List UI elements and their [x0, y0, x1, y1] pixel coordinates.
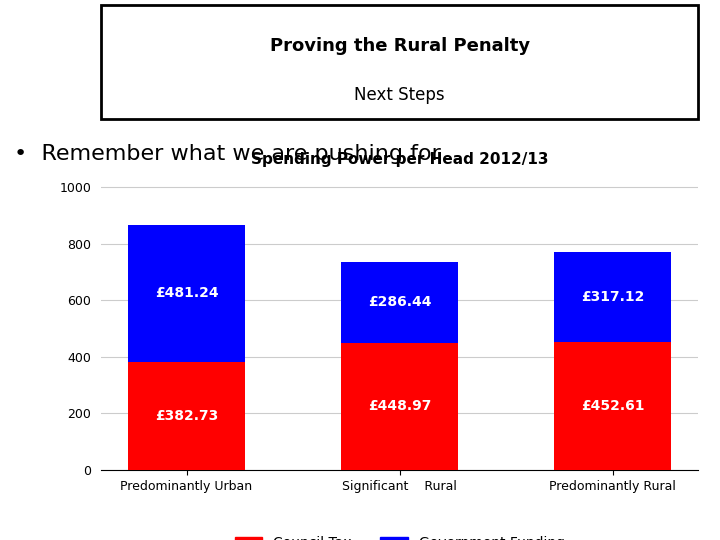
Bar — [554, 252, 671, 342]
Text: £317.12: £317.12 — [581, 290, 644, 304]
Bar — [128, 225, 245, 362]
Text: £286.44: £286.44 — [368, 295, 431, 309]
Text: Next Steps: Next Steps — [354, 85, 445, 104]
Text: £382.73: £382.73 — [155, 409, 218, 423]
Text: Proving the Rural Penalty: Proving the Rural Penalty — [269, 37, 530, 55]
Title: Spending Power per Head 2012/13: Spending Power per Head 2012/13 — [251, 152, 549, 167]
Bar — [341, 262, 458, 343]
Legend: Council Tax, Government Funding: Council Tax, Government Funding — [229, 530, 570, 540]
Text: £452.61: £452.61 — [581, 399, 644, 413]
Text: £448.97: £448.97 — [368, 399, 431, 413]
Bar — [341, 343, 458, 470]
Bar — [554, 342, 671, 470]
Text: •  Remember what we are pushing for: • Remember what we are pushing for — [14, 144, 441, 164]
Text: £481.24: £481.24 — [155, 287, 218, 300]
Bar — [128, 362, 245, 470]
